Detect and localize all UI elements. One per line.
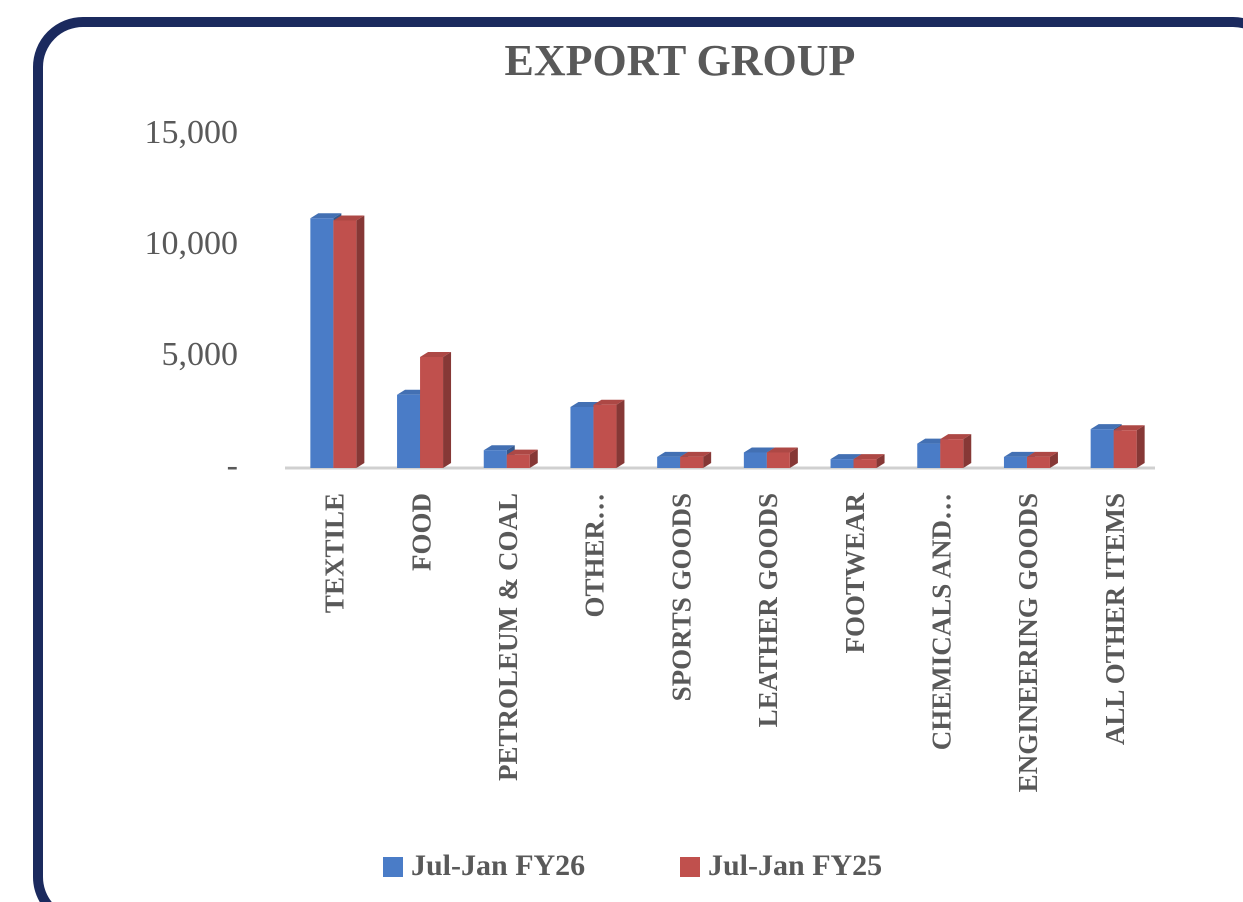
bar <box>593 404 617 468</box>
bar-top <box>593 399 625 405</box>
x-tick-label: LEATHER GOODS <box>753 493 783 727</box>
bar-side <box>529 449 538 468</box>
bar <box>420 357 444 468</box>
bar-top <box>940 434 972 440</box>
legend-swatch <box>383 857 403 877</box>
bar <box>1113 430 1137 468</box>
bar-side <box>616 399 625 468</box>
bar <box>830 459 854 468</box>
bar <box>570 406 594 468</box>
bar-top <box>506 449 538 455</box>
bar <box>506 454 530 468</box>
x-tick-label: OTHER… <box>580 493 610 618</box>
bar <box>766 452 790 468</box>
bar <box>1026 456 1050 468</box>
bar <box>397 394 421 468</box>
bar <box>680 456 704 468</box>
bar <box>1003 456 1027 468</box>
bar-top <box>1003 451 1035 457</box>
bar-top <box>680 451 712 457</box>
x-tick-label: FOOTWEAR <box>840 493 870 654</box>
legend-label: Jul-Jan FY25 <box>708 849 882 882</box>
bar-top <box>483 445 515 451</box>
bar <box>1090 429 1114 468</box>
bar-side <box>1136 425 1145 468</box>
bar-side <box>1049 451 1058 468</box>
bar-top <box>766 447 798 453</box>
legend-swatch <box>680 857 700 877</box>
bar-top <box>743 447 775 453</box>
bar <box>853 459 877 468</box>
x-tick-label: SPORTS GOODS <box>666 493 696 701</box>
bar-top <box>1113 425 1145 431</box>
bar-top <box>853 454 885 460</box>
y-tick-label: 15,000 <box>145 114 239 151</box>
x-tick-label: TEXTILE <box>320 493 350 613</box>
bar <box>917 443 941 468</box>
chart-title: EXPORT GROUP <box>505 36 856 85</box>
bar-top <box>1090 424 1122 430</box>
bar-top <box>1026 451 1058 457</box>
bar-side <box>443 352 452 468</box>
bar-side <box>356 215 365 468</box>
bar-side <box>963 434 972 468</box>
bar <box>743 452 767 468</box>
legend-label: Jul-Jan FY26 <box>411 849 585 882</box>
bar-top <box>310 213 342 219</box>
bar <box>940 439 964 468</box>
x-tick-label: CHEMICALS AND… <box>926 493 956 750</box>
bar-top <box>333 215 365 221</box>
bar-top <box>657 451 689 457</box>
y-tick-label: - <box>227 447 238 484</box>
bar-side <box>703 451 712 468</box>
bar <box>483 450 507 468</box>
bar-side <box>876 454 885 468</box>
y-tick-label: 10,000 <box>145 225 239 262</box>
frame <box>33 17 1243 902</box>
bar-top <box>420 352 452 357</box>
x-tick-label: PETROLEUM & COAL <box>493 493 523 781</box>
x-tick-label: FOOD <box>406 493 436 571</box>
bar-top <box>830 454 862 460</box>
x-tick-label: ALL OTHER ITEMS <box>1100 493 1130 745</box>
bar <box>310 218 334 468</box>
bar <box>657 456 681 468</box>
bar <box>333 220 357 468</box>
x-tick-label: ENGINEERING GOODS <box>1013 493 1043 792</box>
bar-side <box>789 447 798 468</box>
y-tick-label: 5,000 <box>162 336 239 373</box>
